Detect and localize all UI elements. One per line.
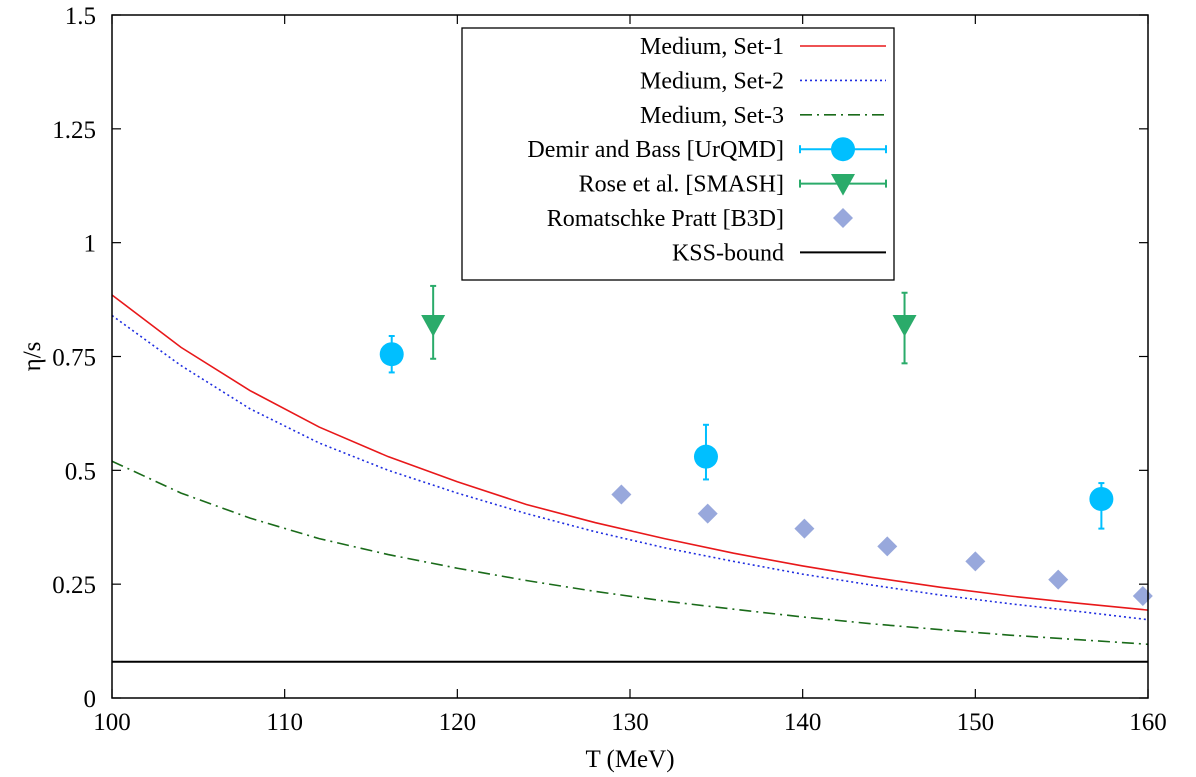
series-line — [112, 294, 1148, 611]
series-layer — [112, 284, 1153, 663]
data-point — [1132, 586, 1153, 607]
data-point — [697, 503, 718, 524]
ticks-layer: 100 110 120 130 140 150 160 0 0.25 0.5 0.75 1 1.25 1.… — [52, 3, 1167, 736]
y-tick-label: 1.25 — [52, 117, 96, 144]
legend-marker — [833, 208, 853, 228]
legend-label: Rose et al. [SMASH] — [579, 172, 784, 198]
series-1 — [112, 314, 1148, 621]
data-point — [421, 315, 446, 337]
legend-box — [461, 27, 895, 281]
data-point — [892, 315, 917, 337]
legend-label: Medium, Set-3 — [640, 103, 784, 129]
x-tick-label: 150 — [957, 709, 995, 736]
series-line — [112, 460, 1148, 646]
series-2 — [112, 460, 1148, 646]
x-tick-label: 110 — [266, 709, 303, 736]
y-tick-label: 1.5 — [65, 3, 96, 30]
data-point — [1048, 569, 1069, 590]
legend-label: Romatschke Pratt [B3D] — [547, 206, 784, 232]
legend: Medium, Set-1 Medium, Set-2 Medium, Set-3 D… — [461, 27, 895, 281]
y-tick-label: 0.5 — [65, 458, 96, 485]
data-point — [693, 444, 718, 469]
series-4 — [421, 284, 917, 365]
legend-label: KSS-bound — [672, 240, 784, 266]
x-tick-label: 120 — [439, 709, 477, 736]
legend-label: Demir and Bass [UrQMD] — [527, 137, 784, 163]
x-axis-label: T (MeV) — [585, 746, 674, 773]
y-tick-label: 1 — [84, 231, 97, 258]
y-tick-label: 0.25 — [52, 572, 96, 599]
legend-marker — [831, 137, 855, 162]
x-tick-label: 160 — [1129, 709, 1167, 736]
legend-label: Medium, Set-2 — [640, 68, 784, 94]
series-5 — [611, 484, 1153, 607]
series-line — [112, 314, 1148, 621]
data-point — [877, 536, 898, 557]
x-tick-label: 100 — [93, 709, 131, 736]
data-point — [965, 551, 986, 572]
data-point — [794, 518, 815, 539]
series-3 — [379, 335, 1114, 530]
legend-marker — [831, 174, 855, 196]
y-tick-label: 0.75 — [52, 345, 96, 372]
data-point — [611, 484, 632, 505]
data-point — [1089, 487, 1114, 512]
y-axis-label: η/s — [19, 342, 46, 372]
x-tick-label: 140 — [784, 709, 822, 736]
y-tick-label: 0 — [84, 686, 97, 713]
data-point — [379, 342, 404, 367]
x-tick-label: 130 — [611, 709, 649, 736]
series-0 — [112, 294, 1148, 611]
legend-label: Medium, Set-1 — [640, 34, 784, 60]
